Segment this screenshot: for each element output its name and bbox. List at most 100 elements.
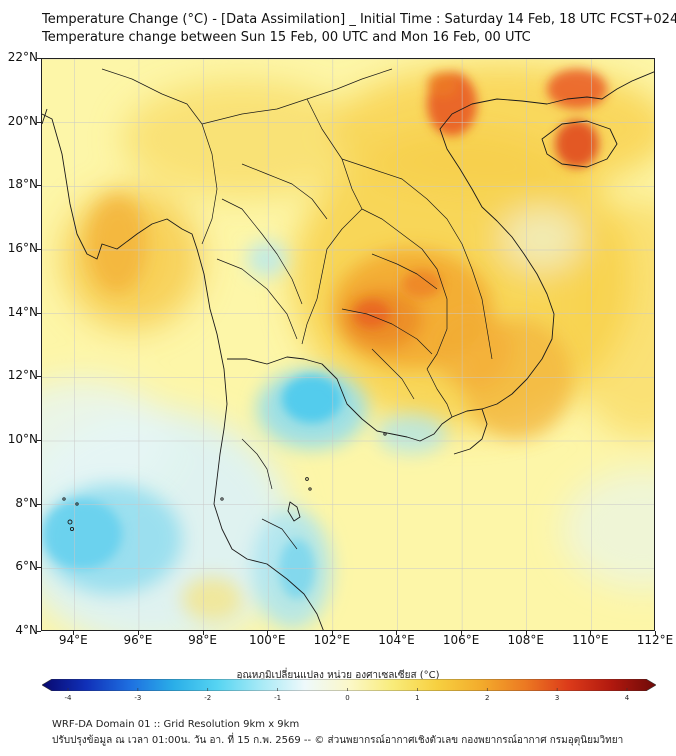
colorbar-tick-label: 4 <box>624 694 630 702</box>
latitude-tick-label: 22°N <box>7 50 38 64</box>
longitude-tick-mark <box>137 631 139 635</box>
longitude-tick-label: 102°E <box>313 633 351 647</box>
island <box>42 108 48 125</box>
island <box>75 502 79 506</box>
latitude-tick-label: 14°N <box>7 304 38 319</box>
credit-line: ปรับปรุงข้อมูล ณ เวลา 01:00น. วัน อา. ที… <box>52 735 624 746</box>
temperature-field <box>42 64 654 630</box>
longitude-tick-mark <box>331 631 333 635</box>
colorbar-tick-label: -3 <box>134 694 142 702</box>
border-line <box>241 163 328 220</box>
latitude-tick-label: 4°N <box>15 623 38 637</box>
latitude-tick-label: 16°N <box>7 241 38 255</box>
warm-peak <box>402 270 442 298</box>
latitude-tick-mark <box>37 185 41 187</box>
colorbar-tick-label: 1 <box>415 694 420 702</box>
colorbar-tick-label: -2 <box>204 694 212 702</box>
island <box>67 519 73 525</box>
latitude-tick-mark <box>37 312 41 314</box>
island <box>305 477 309 481</box>
island <box>62 497 66 501</box>
latitude-tick-mark <box>37 567 41 569</box>
longitude-tick-label: 104°E <box>378 633 415 647</box>
longitude-tick-label: 110°E <box>572 633 609 647</box>
border-line <box>261 518 298 550</box>
longitude-tick-mark <box>590 631 592 635</box>
warm-area <box>562 199 654 439</box>
longitude-tick-label: 94°E <box>58 633 88 647</box>
latitude-tick-label: 8°N <box>15 495 38 510</box>
border-line <box>221 198 303 305</box>
border-line <box>341 308 433 355</box>
latitude-tick-label: 12°N <box>7 368 38 383</box>
graticule <box>42 59 654 630</box>
map-title: Temperature Change (°C) - [Data Assimila… <box>42 12 676 27</box>
island <box>69 526 75 532</box>
latitude-tick-mark <box>37 121 41 123</box>
model-info: WRF-DA Domain 01 :: Grid Resolution 9km … <box>52 719 300 730</box>
longitude-tick-label: 96°E <box>123 633 153 647</box>
warm-area <box>122 79 362 199</box>
vietnam-south-coastline <box>453 408 488 455</box>
longitude-tick-label: 112°E <box>636 633 674 647</box>
coastlines-and-borders <box>42 68 654 630</box>
latitude-tick-mark <box>37 440 41 441</box>
latitude-tick-label: 6°N <box>15 559 38 574</box>
island <box>220 497 224 501</box>
gulf-coastline <box>227 71 654 442</box>
longitude-tick-mark <box>267 631 269 635</box>
cool-peak <box>42 499 122 569</box>
island <box>308 487 312 491</box>
cool-peak <box>282 375 342 423</box>
colorbar-title: อุณหภูมิเปลี่ยนแปลง หน่วย องศาเซลเซียส (… <box>236 670 440 681</box>
temperature-change-map <box>41 58 655 631</box>
warm-peak <box>427 72 457 96</box>
latitude-tick-mark <box>37 631 41 632</box>
island <box>383 432 387 436</box>
colorbar-tick-label: 3 <box>554 694 560 702</box>
cool-peak <box>279 539 315 599</box>
border-line <box>216 258 298 340</box>
warm-peak <box>547 69 607 109</box>
warm-area <box>87 194 147 294</box>
latitude-tick-label: 18°N <box>7 177 38 192</box>
latitude-tick-label: 10°N <box>7 432 38 446</box>
warm-peak <box>555 120 599 168</box>
longitude-tick-mark <box>461 631 463 635</box>
hainan-coastline <box>541 120 618 168</box>
latitude-tick-mark <box>37 376 41 378</box>
longitude-tick-label: 106°E <box>442 633 480 647</box>
border-line <box>371 253 438 290</box>
border-line <box>341 158 493 360</box>
cool-area <box>182 577 242 621</box>
warm-area <box>432 309 512 389</box>
border-line <box>371 348 415 400</box>
longitude-tick-label: 98°E <box>188 633 217 647</box>
latitude-tick-mark <box>37 249 41 250</box>
latitude-tick-mark <box>37 503 41 505</box>
longitude-tick-mark <box>73 631 75 635</box>
longitude-tick-label: 100°E <box>248 633 286 647</box>
colorbar-tick-label: 2 <box>485 694 490 702</box>
cool-area <box>247 241 287 277</box>
island <box>287 501 301 522</box>
colorbar-bar <box>42 679 656 691</box>
colorbar <box>42 679 656 691</box>
mainland-coastline <box>42 113 324 630</box>
cool-area <box>502 209 582 269</box>
warm-peak <box>354 300 390 328</box>
colorbar-tick-label: 0 <box>345 694 350 702</box>
longitude-tick-mark <box>202 631 204 635</box>
map-subtitle: Temperature change between Sun 15 Feb, 0… <box>42 30 531 45</box>
latitude-tick-label: 20°N <box>7 113 38 128</box>
longitude-tick-mark <box>525 631 527 635</box>
colorbar-tick-label: -4 <box>64 694 72 702</box>
longitude-tick-mark <box>396 631 398 635</box>
longitude-tick-label: 108°E <box>507 633 544 647</box>
cool-area <box>377 414 447 454</box>
colorbar-tick-marks <box>67 688 628 691</box>
latitude-tick-mark <box>37 58 41 59</box>
border-line <box>301 208 363 345</box>
border-line <box>426 368 453 418</box>
border-line <box>241 438 273 490</box>
